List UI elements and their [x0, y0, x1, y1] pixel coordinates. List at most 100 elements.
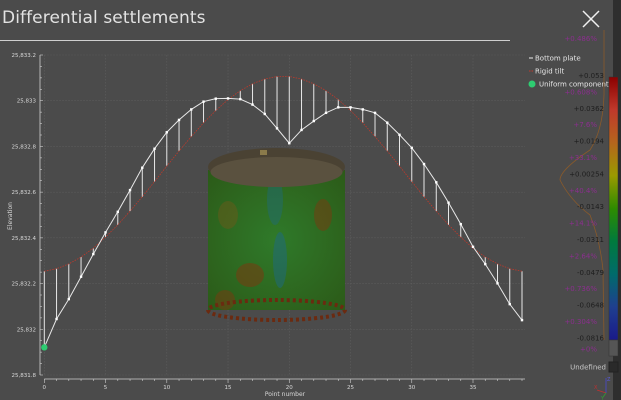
- triad-z: Z: [607, 377, 611, 383]
- bottom-plate-point[interactable]: [312, 119, 315, 123]
- bottom-plate-point[interactable]: [214, 97, 217, 100]
- bottom-plate-point[interactable]: [251, 103, 254, 106]
- undefined-label: Undefined: [570, 364, 606, 372]
- x-tick-label: 30: [408, 385, 415, 391]
- bottom-plate-point[interactable]: [398, 133, 401, 136]
- bottom-plate-point[interactable]: [92, 252, 95, 256]
- bottom-plate-point[interactable]: [459, 222, 462, 226]
- bottom-plate-point[interactable]: [79, 275, 83, 278]
- y-tick-label: 25,831.8: [12, 373, 37, 379]
- bottom-plate-point[interactable]: [202, 100, 205, 103]
- axis-triad-icon[interactable]: Z X Y: [594, 377, 611, 400]
- colorbar-percent: +0%: [580, 345, 597, 353]
- legend: Bottom plate Rigid tilt Uniform componen…: [528, 55, 609, 89]
- bottom-plate-point[interactable]: [177, 118, 181, 122]
- bottom-plate-point[interactable]: [373, 111, 377, 115]
- bottom-plate-point[interactable]: [520, 318, 524, 322]
- colorbar-value: -0.0143: [577, 203, 604, 211]
- bottom-plate-point[interactable]: [508, 302, 511, 306]
- colorbar-value: -0.0816: [577, 334, 605, 342]
- bottom-plate-point[interactable]: [275, 127, 279, 130]
- bottom-plate-point[interactable]: [422, 162, 426, 166]
- window-title: Differential settlements: [2, 8, 206, 28]
- distribution-histogram-curve: [559, 30, 605, 341]
- x-tick-label: 35: [470, 385, 477, 391]
- bottom-plate-point[interactable]: [386, 121, 389, 124]
- colorbar-value: -0.0648: [577, 302, 604, 310]
- colorbar-value: +0.053: [578, 72, 604, 80]
- bottom-plate-point[interactable]: [361, 108, 364, 111]
- bottom-plate-point[interactable]: [263, 112, 266, 116]
- y-tick-label: 25,832: [17, 327, 36, 333]
- colorbar-value: +0.0194: [574, 138, 605, 146]
- bottom-plate-point[interactable]: [349, 106, 352, 109]
- y-tick-label: 25,832.4: [12, 236, 37, 242]
- legend-rigid-tilt: Rigid tilt: [535, 68, 564, 76]
- bottom-plate-point[interactable]: [337, 106, 340, 109]
- bottom-plate-point[interactable]: [324, 111, 328, 115]
- bottom-plate-point[interactable]: [226, 97, 230, 100]
- x-tick-label: 25: [347, 385, 354, 391]
- bottom-plate-point[interactable]: [239, 97, 242, 101]
- legend-uniform-swatch: [528, 80, 536, 88]
- colorbar-value: -0.0479: [577, 269, 604, 277]
- y-tick-label: 25,832.6: [12, 190, 37, 196]
- bottom-plate-point[interactable]: [435, 181, 438, 184]
- colorbar-percent: +0.608%: [564, 88, 597, 96]
- bottom-plate-point[interactable]: [141, 166, 144, 169]
- x-axis-label: Point number: [265, 391, 306, 398]
- y-tick-label: 25,833: [17, 99, 37, 105]
- triad-y: Y: [600, 396, 605, 400]
- x-tick-label: 10: [163, 385, 170, 391]
- colorbar-value: +0.0362: [574, 105, 604, 113]
- colorbar-percent: +2.64%: [569, 252, 597, 260]
- colorbar-percent: +0.736%: [564, 285, 597, 293]
- uniform-component-point[interactable]: [41, 344, 48, 351]
- rigid-tilt-line: [44, 76, 523, 272]
- bottom-plate-point[interactable]: [67, 297, 70, 301]
- colorbar-value: +0.00254: [569, 170, 604, 178]
- title-divider: [0, 40, 510, 41]
- tank-3d-view[interactable]: [206, 148, 347, 322]
- colorbar-out-of-range: [608, 339, 619, 357]
- bottom-plate-point[interactable]: [116, 210, 119, 213]
- y-tick-label: 25,832.2: [12, 282, 37, 288]
- colorbar-gradient: [608, 76, 619, 341]
- chart-series: [41, 76, 524, 351]
- undefined-swatch: [608, 361, 619, 373]
- colorbar-value: -0.0311: [577, 236, 604, 244]
- triad-x: X: [594, 385, 598, 391]
- legend-uniform-component: Uniform component: [539, 81, 609, 89]
- colorbar[interactable]: +0.486% +0.053 +0.608% +0.0362 +7.6% +0.0194…: [559, 30, 619, 373]
- bottom-plate-point[interactable]: [484, 262, 487, 266]
- legend-bottom-plate: Bottom plate: [535, 55, 581, 63]
- bottom-plate-point[interactable]: [104, 231, 107, 234]
- colorbar-percent: +33.1%: [569, 154, 597, 162]
- bottom-plate-point[interactable]: [471, 245, 475, 248]
- bottom-plate-point[interactable]: [410, 146, 413, 149]
- y-axis-label: Elevation: [7, 202, 14, 230]
- bottom-plate-point[interactable]: [165, 131, 168, 134]
- y-tick-label: 25,832.8: [12, 144, 37, 150]
- colorbar-percent: +7.6%: [573, 121, 597, 129]
- colorbar-percent: +0.304%: [564, 318, 597, 326]
- colorbar-percent: +14.1%: [569, 220, 597, 228]
- bottom-plate-point[interactable]: [128, 188, 132, 192]
- bottom-plate-point[interactable]: [300, 128, 303, 132]
- bottom-plate-point[interactable]: [190, 108, 193, 111]
- y-tick-label: 25,833.2: [12, 53, 37, 59]
- bottom-plate-point[interactable]: [447, 201, 450, 204]
- close-button[interactable]: [580, 8, 602, 30]
- x-tick-label: 15: [225, 385, 232, 391]
- colorbar-percent: +40.4%: [569, 187, 597, 195]
- bottom-plate-point[interactable]: [496, 282, 499, 285]
- colorbar-top-percent: +0.486%: [564, 35, 597, 43]
- bottom-plate-point[interactable]: [55, 317, 58, 321]
- x-tick-label: 20: [286, 385, 293, 391]
- chart-axes: 25,831.8 25,832 25,832.2 25,832.4 25,832.6 25…: [12, 53, 525, 391]
- x-tick-label: 0: [43, 385, 47, 391]
- bottom-plate-point[interactable]: [153, 147, 156, 150]
- bottom-plate-line: [43, 97, 523, 348]
- bottom-plate-point[interactable]: [288, 142, 291, 145]
